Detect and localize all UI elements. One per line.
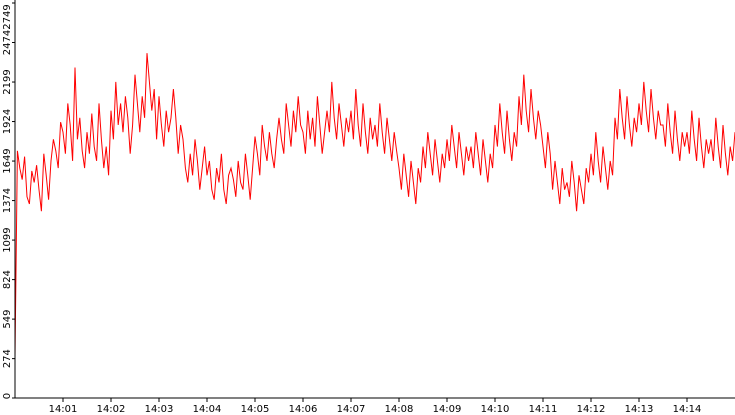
y-tick-label: 1649 (2, 148, 13, 173)
y-tick-label: 549 (2, 310, 13, 329)
y-tick-label: 1374 (2, 188, 13, 213)
x-axis: 14:01 14:02 14:03 14:04 14:05 14:06 14:07 14:08… (49, 398, 702, 415)
y-tick-label: 2199 (2, 69, 13, 94)
y-tick-label: 2474 (2, 30, 13, 55)
x-tick-label: 14:11 (529, 404, 558, 415)
x-tick-label: 14:14 (673, 404, 702, 415)
series-line (14, 53, 735, 357)
y-tick-label: 0 (2, 393, 13, 399)
x-tick-label: 14:04 (193, 404, 222, 415)
x-tick-label: 14:10 (481, 404, 510, 415)
x-tick-label: 14:07 (337, 404, 366, 415)
y-tick-label: 2749 (2, 4, 13, 29)
x-tick-label: 14:02 (97, 404, 126, 415)
y-tick-label: 274 (2, 349, 13, 368)
x-tick-label: 14:08 (385, 404, 414, 415)
x-tick-label: 14:09 (433, 404, 462, 415)
x-tick-label: 14:03 (145, 404, 174, 415)
x-tick-label: 14:06 (289, 404, 318, 415)
x-tick-label: 14:12 (577, 404, 606, 415)
x-tick-label: 14:05 (241, 404, 270, 415)
x-tick-label: 14:13 (625, 404, 654, 415)
y-tick-label: 1099 (2, 227, 13, 252)
x-tick-label: 14:01 (49, 404, 78, 415)
y-tick-label: 824 (2, 270, 13, 289)
y-tick-label: 1924 (2, 109, 13, 134)
